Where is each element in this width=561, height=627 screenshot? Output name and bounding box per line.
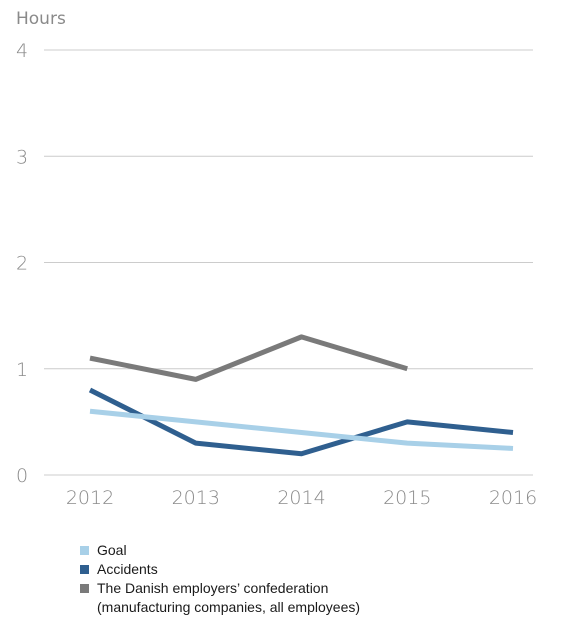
legend-label-accidents: Accidents (97, 561, 158, 577)
x-tick-label: 2012 (66, 487, 114, 509)
grid (44, 49, 533, 476)
legend-label-goal: Goal (97, 542, 127, 558)
x-tick-label: 2014 (277, 487, 325, 509)
x-tick-label: 2016 (489, 487, 537, 509)
legend-swatch-confederation (80, 584, 89, 593)
x-tick-label: 2015 (383, 487, 431, 509)
y-tick-label: 0 (16, 465, 28, 487)
legend-label-confederation: The Danish employers’ confederation (man… (97, 580, 361, 615)
legend-item-accidents: Accidents (80, 560, 360, 579)
legend-item-goal: Goal (80, 541, 360, 560)
x-tick-label: 2013 (172, 487, 220, 509)
x-tick-labels: 2012 2013 2014 2015 2016 (66, 487, 537, 509)
y-axis-label: Hours (16, 9, 66, 29)
series-line-0 (89, 334, 408, 382)
series-lines (88, 334, 514, 457)
y-tick-label: 4 (16, 40, 28, 62)
y-tick-label: 3 (16, 146, 28, 168)
series-line-1 (88, 387, 514, 457)
y-tick-label: 1 (16, 359, 28, 381)
series-line-2 (89, 408, 514, 451)
legend: Goal Accidents The Danish employers’ con… (80, 541, 360, 617)
legend-swatch-accidents (80, 565, 89, 574)
y-tick-label: 2 (16, 253, 28, 275)
line-chart: Hours 0 1 2 3 4 2012 2013 2014 2015 2016 (16, 9, 537, 509)
legend-swatch-goal (80, 546, 89, 555)
y-tick-labels: 0 1 2 3 4 (16, 40, 28, 487)
legend-item-confederation: The Danish employers’ confederation (man… (80, 579, 360, 617)
